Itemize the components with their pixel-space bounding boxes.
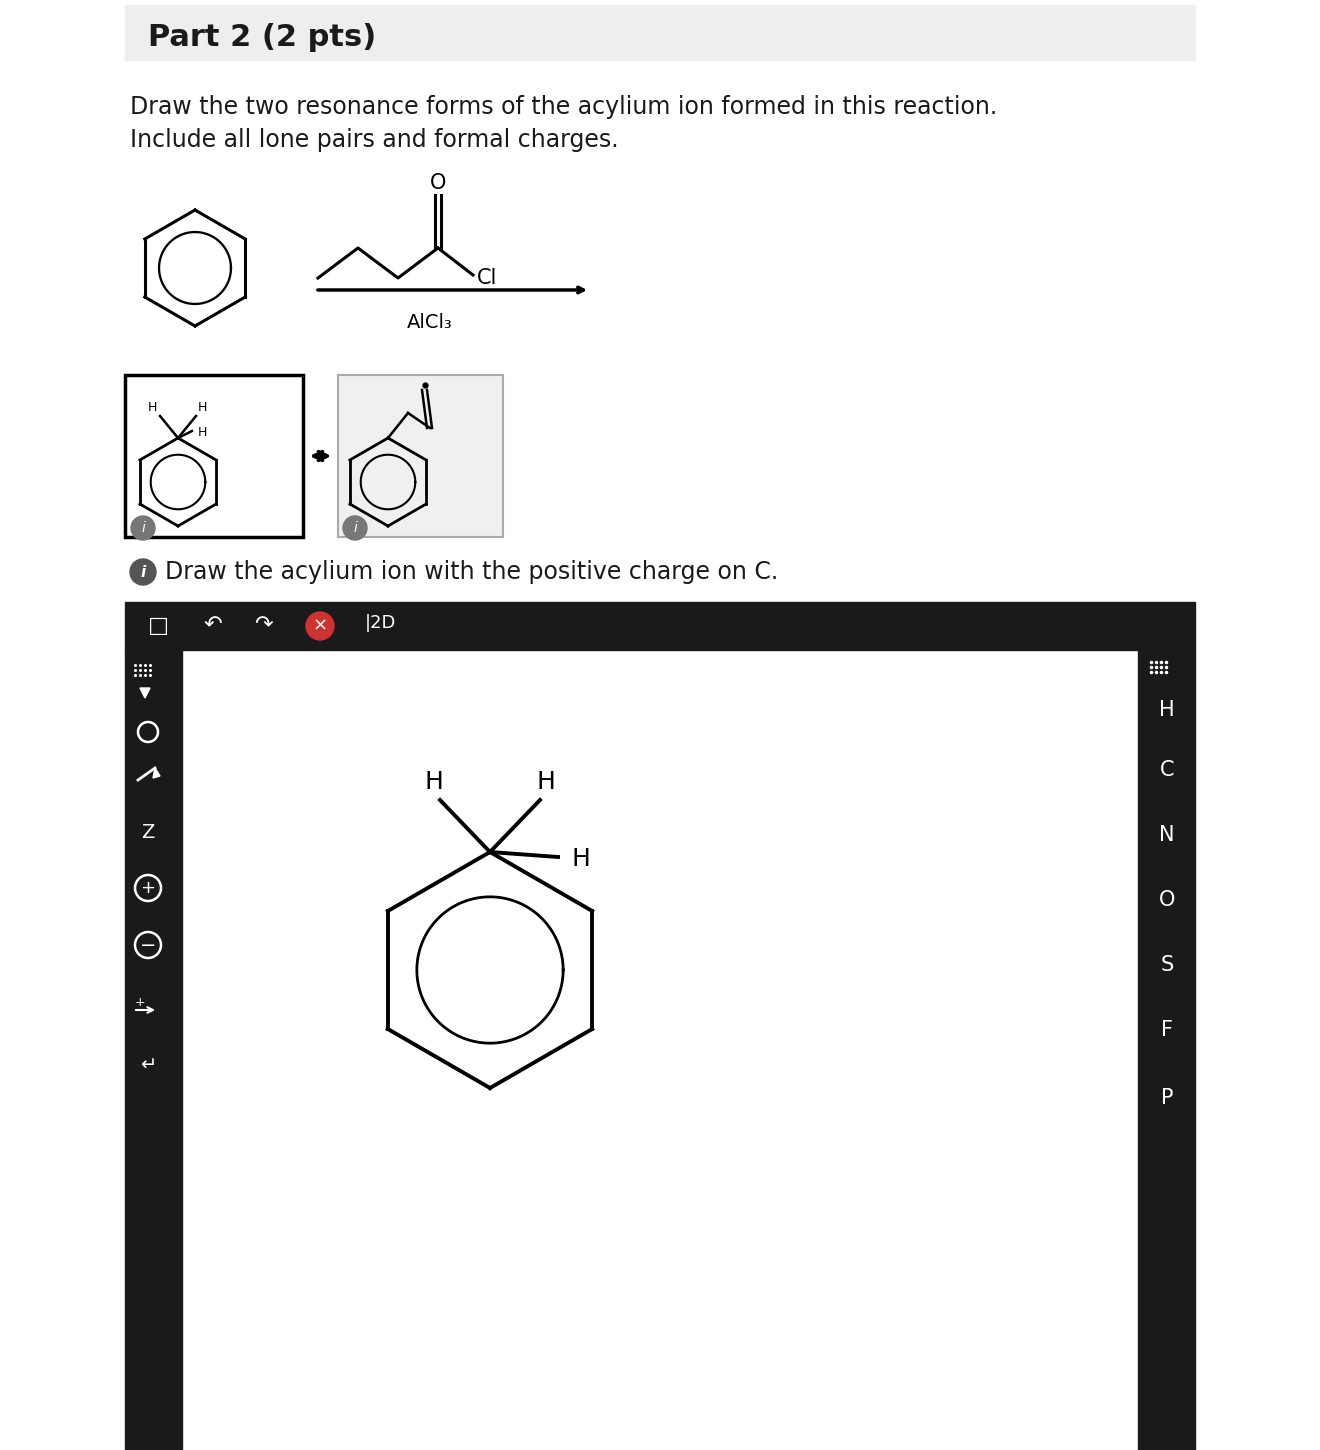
- Circle shape: [343, 516, 367, 539]
- Text: S: S: [1160, 956, 1173, 974]
- Text: Part 2 (2 pts): Part 2 (2 pts): [148, 23, 376, 52]
- Text: H: H: [425, 770, 444, 795]
- Text: O: O: [1159, 890, 1175, 911]
- Text: ↵: ↵: [140, 1056, 156, 1074]
- Bar: [1138, 650, 1195, 1450]
- Bar: [125, 650, 182, 1450]
- Text: ×: ×: [313, 618, 327, 635]
- Bar: [125, 650, 1195, 1450]
- Text: i: i: [140, 564, 145, 580]
- Bar: [125, 376, 304, 536]
- Text: +: +: [140, 879, 156, 898]
- Text: P: P: [1160, 1088, 1173, 1108]
- Bar: [125, 4, 1195, 59]
- Circle shape: [129, 560, 156, 584]
- Text: H: H: [572, 847, 591, 871]
- Text: H: H: [1159, 700, 1175, 721]
- Text: i: i: [352, 521, 356, 535]
- Text: Z: Z: [141, 822, 154, 841]
- Text: Draw the acylium ion with the positive charge on C.: Draw the acylium ion with the positive c…: [165, 560, 779, 584]
- Text: +: +: [135, 996, 145, 1009]
- Text: C: C: [1160, 760, 1175, 780]
- Text: Cl: Cl: [477, 268, 498, 289]
- Text: Draw the two resonance forms of the acylium ion formed in this reaction.: Draw the two resonance forms of the acyl…: [129, 96, 997, 119]
- Text: N: N: [1159, 825, 1175, 845]
- Text: □: □: [148, 616, 169, 637]
- Text: H: H: [198, 425, 207, 438]
- Text: ↶: ↶: [203, 616, 222, 637]
- Bar: [338, 376, 503, 536]
- Text: −: −: [140, 935, 156, 954]
- Circle shape: [131, 516, 154, 539]
- Circle shape: [306, 612, 334, 639]
- Text: H: H: [198, 402, 207, 415]
- Bar: [125, 602, 1195, 650]
- Text: AlCl₃: AlCl₃: [407, 313, 453, 332]
- Text: O: O: [430, 173, 446, 193]
- Text: |2D: |2D: [366, 613, 396, 632]
- Text: H: H: [148, 402, 157, 415]
- Text: Include all lone pairs and formal charges.: Include all lone pairs and formal charge…: [129, 128, 619, 152]
- Text: ↷: ↷: [253, 616, 272, 637]
- Text: F: F: [1162, 1019, 1173, 1040]
- Polygon shape: [153, 768, 160, 779]
- Polygon shape: [140, 687, 150, 697]
- Text: i: i: [141, 521, 145, 535]
- Text: H: H: [536, 770, 556, 795]
